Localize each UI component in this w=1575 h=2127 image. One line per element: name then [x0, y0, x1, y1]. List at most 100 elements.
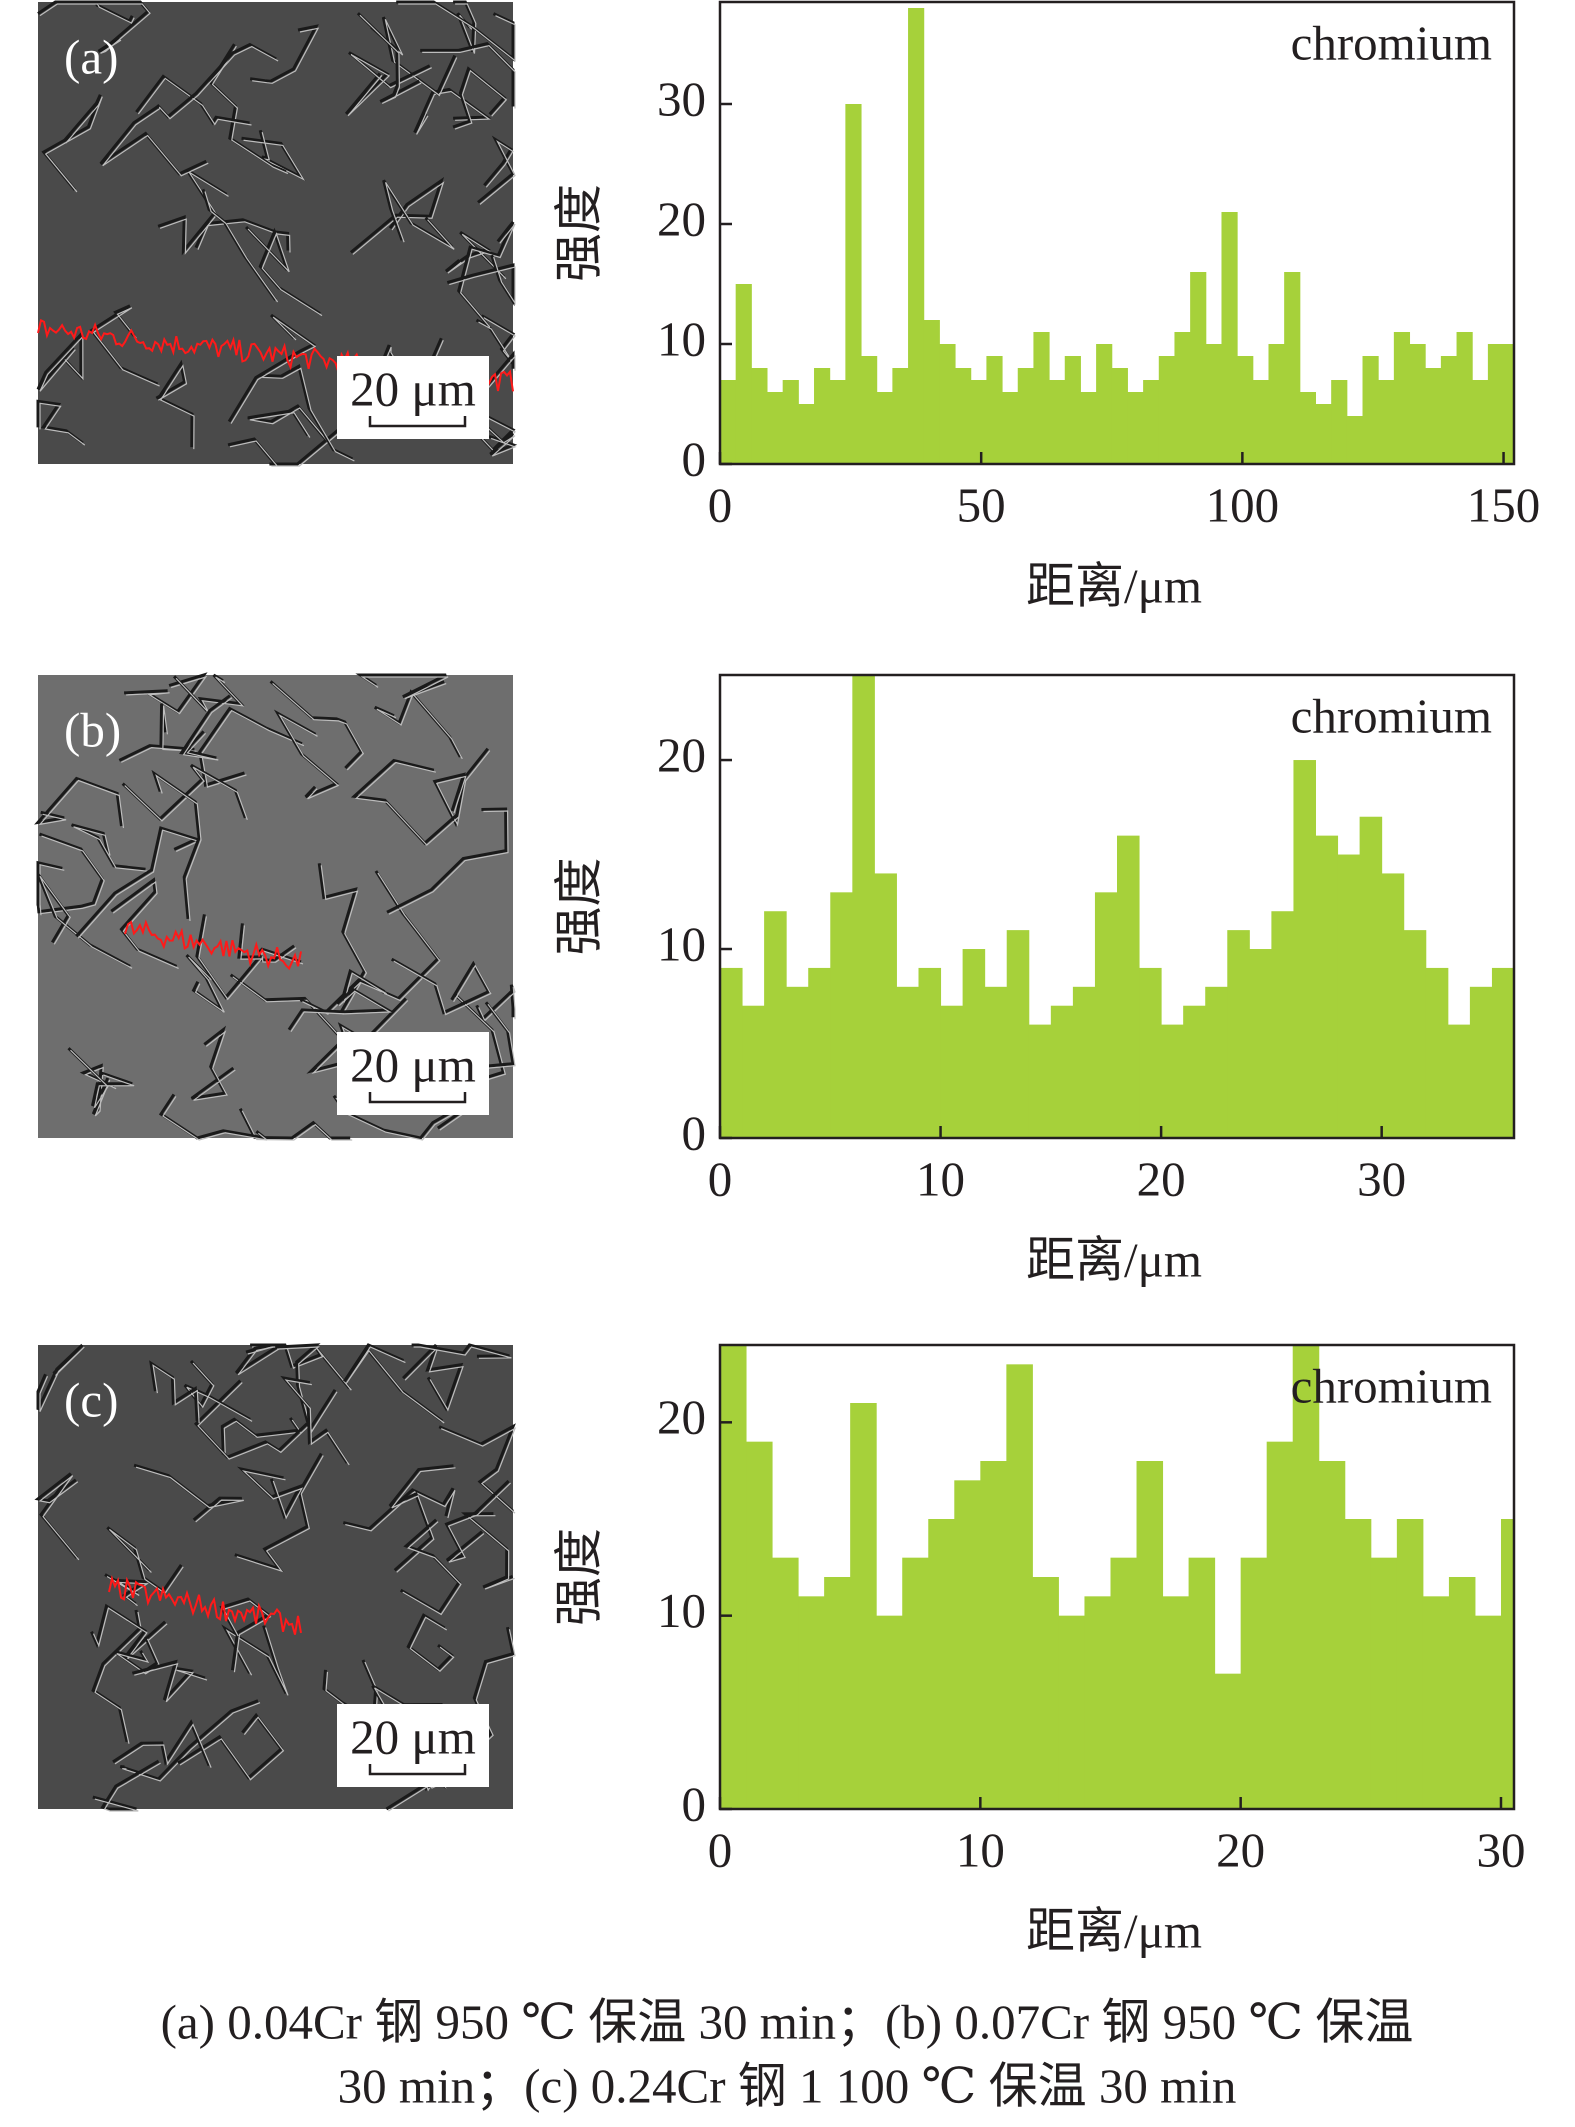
- bar: [1474, 1615, 1502, 1809]
- grain-edge: [152, 1364, 200, 1424]
- grain-edge: [158, 45, 279, 120]
- grain-edge: [345, 1489, 456, 1532]
- caption-line: (a) 0.04Cr 钢 950 ℃ 保温 30 min；(b) 0.07Cr …: [161, 1994, 1414, 2049]
- bar: [1183, 1005, 1206, 1138]
- bar: [1049, 380, 1066, 464]
- micrograph: (b) 20 μm: [34, 672, 516, 1141]
- grain-edge: [261, 947, 304, 965]
- bar: [1359, 816, 1383, 1138]
- bar: [1205, 344, 1222, 464]
- x-tick-label: 30: [1357, 1151, 1406, 1206]
- grain-edge: [179, 1716, 285, 1781]
- bar: [850, 1403, 877, 1809]
- grain-edge: [278, 713, 340, 800]
- bar: [1064, 356, 1081, 464]
- grain-edge: [39, 335, 84, 392]
- scale-bar-label: 20 μm: [350, 1709, 476, 1764]
- bar: [908, 8, 925, 464]
- grain-edge: [262, 367, 355, 462]
- bar: [939, 344, 956, 464]
- grain-edge: [229, 429, 343, 467]
- bar: [1346, 416, 1364, 464]
- grain-boundary: [236, 1466, 303, 1520]
- bar: [845, 104, 862, 464]
- bar: [1032, 1577, 1059, 1809]
- chart: [720, 8, 1514, 464]
- bar: [1249, 949, 1272, 1138]
- bar: [764, 911, 787, 1138]
- bar: [1084, 1596, 1111, 1809]
- bar: [1227, 930, 1250, 1138]
- bar: [830, 892, 853, 1138]
- grain-edge: [155, 774, 202, 921]
- bar: [1136, 1461, 1164, 1809]
- grain-edge: [94, 1762, 161, 1812]
- grain-boundary: [373, 689, 462, 758]
- grain-edge: [39, 835, 105, 915]
- grain-edge: [39, 402, 86, 446]
- grain-boundary: [344, 51, 431, 115]
- bar: [1447, 1024, 1471, 1138]
- grain-boundary: [227, 426, 342, 466]
- grain-edge: [409, 1616, 455, 1672]
- grain-edge: [97, 3, 151, 54]
- grain-edge: [158, 364, 195, 450]
- grain-edge: [413, 1346, 512, 1359]
- y-tick-label: 0: [682, 431, 707, 486]
- grain-edge: [249, 407, 328, 442]
- grain-edge: [290, 990, 392, 1033]
- bar: [923, 320, 940, 464]
- bar: [1158, 356, 1175, 464]
- scan-line: [124, 919, 302, 971]
- grain-edge: [447, 1482, 512, 1563]
- grain-edge: [460, 223, 516, 328]
- bar: [786, 986, 809, 1138]
- grain-edge: [352, 181, 445, 255]
- grain-boundary: [151, 769, 201, 920]
- bar: [1072, 986, 1096, 1138]
- grain-edge: [272, 682, 365, 771]
- bar: [1448, 1577, 1476, 1809]
- grain-edge: [479, 140, 516, 205]
- grain-edge: [44, 96, 103, 193]
- y-tick-label: 10: [657, 916, 706, 971]
- x-tick-label: 0: [708, 1151, 733, 1206]
- grain-boundary: [238, 1108, 351, 1140]
- grain-edge: [435, 750, 491, 827]
- bar: [1393, 332, 1411, 464]
- annotation: chromium: [1291, 15, 1492, 70]
- bar: [986, 356, 1003, 464]
- grain-edge: [135, 1466, 244, 1523]
- grain-edge: [211, 45, 289, 175]
- bar: [1096, 344, 1113, 464]
- bar: [1174, 332, 1191, 464]
- grain-edge: [102, 107, 209, 177]
- grain-edge: [134, 1662, 208, 1703]
- bar: [814, 368, 831, 464]
- bar: [1503, 344, 1514, 464]
- x-tick-label: 0: [708, 1822, 733, 1877]
- grain-boundary: [342, 1487, 455, 1531]
- grain-boundary: [110, 877, 178, 968]
- bar: [720, 1345, 747, 1809]
- bar: [1266, 1441, 1294, 1809]
- grain-boundary: [131, 1659, 206, 1701]
- bar: [1033, 332, 1050, 464]
- bar: [955, 368, 972, 464]
- bar: [1161, 1024, 1184, 1138]
- grain-edge: [92, 1607, 168, 1660]
- bar: [808, 967, 831, 1138]
- grain-boundary: [444, 1479, 510, 1562]
- grain-boundary: [475, 984, 515, 1022]
- scale-bar: [368, 1764, 467, 1776]
- grain-edge: [201, 709, 305, 788]
- grain-edge: [277, 1346, 338, 1434]
- bar: [1491, 967, 1514, 1138]
- bar: [1318, 1461, 1346, 1809]
- bar: [852, 675, 875, 1138]
- annotation: chromium: [1291, 688, 1492, 743]
- grain-edge: [39, 863, 65, 916]
- bar: [1050, 1005, 1074, 1138]
- chart: [720, 675, 1514, 1138]
